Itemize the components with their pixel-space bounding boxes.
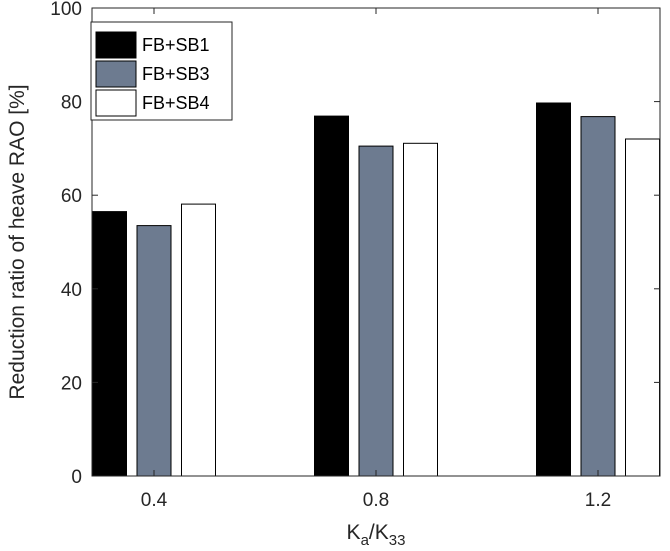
- y-axis-label: Reduction ratio of heave RAO [%]: [6, 84, 29, 399]
- legend-swatch-fb-sb4: [95, 89, 137, 117]
- bar-fb-sb3-0-8: [358, 145, 394, 477]
- y-tick-label: 60: [61, 186, 82, 207]
- bar-fb-sb1-1-2: [536, 102, 571, 477]
- y-tick-label: 100: [50, 0, 82, 20]
- bar-fb-sb4-0-4: [181, 203, 216, 477]
- y-tick-label: 40: [61, 280, 82, 301]
- bars-group: [92, 102, 660, 477]
- bar-fb-sb3-0-4: [136, 225, 172, 477]
- y-tick-label: 20: [61, 373, 82, 394]
- bar-fb-sb1-0-8: [314, 115, 349, 477]
- legend-swatch-fb-sb3: [95, 60, 137, 88]
- legend: FB+SB1 FB+SB3 FB+SB4: [90, 21, 233, 121]
- y-tick-label: 0: [71, 467, 82, 488]
- bar-fb-sb4-0-8: [403, 142, 438, 477]
- y-tick-label: 80: [61, 93, 82, 114]
- bar-fb-sb3-1-2: [580, 116, 616, 477]
- legend-label: FB+SB3: [142, 64, 210, 84]
- x-axis: 0.4 0.8 1.2: [141, 8, 611, 511]
- x-axis-label: Ka/K33: [347, 521, 406, 549]
- bar-fb-sb1-0-4: [92, 211, 127, 477]
- y-axis: 0 20 40 60 80 100: [50, 0, 660, 488]
- legend-swatch-fb-sb1: [95, 31, 137, 59]
- x-tick-label: 0.8: [363, 490, 389, 511]
- x-tick-label: 1.2: [585, 490, 611, 511]
- legend-label: FB+SB1: [142, 35, 210, 55]
- bar-fb-sb4-1-2: [625, 138, 660, 477]
- x-tick-label: 0.4: [141, 490, 168, 511]
- legend-label: FB+SB4: [142, 93, 210, 113]
